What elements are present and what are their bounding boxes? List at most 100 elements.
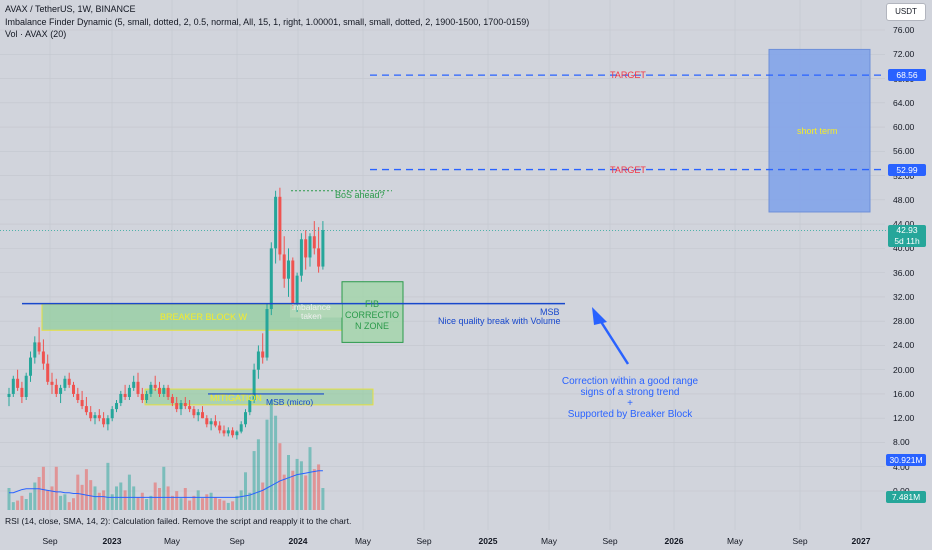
price-tick-label: 72.00 [893,49,915,60]
time-tick-label: Sep [42,536,58,546]
volume-bar [29,492,32,510]
volume-bar [136,497,140,510]
candle-body [274,196,278,249]
volume-bar [269,400,273,510]
volume-bar [72,498,75,510]
fib-line-1: FIB [364,299,379,309]
volume-bar [179,498,183,510]
candle-body [33,342,37,358]
candle-body [153,384,157,388]
time-tick-label: 2024 [288,536,308,546]
candle-body [304,239,308,258]
price-tick-label: 48.00 [893,194,915,205]
fib-line-2: CORRECTIO [345,310,399,320]
candle-body [312,236,316,249]
currency-button[interactable]: USDT [886,3,926,21]
volume-bar [67,502,71,510]
candle-body [265,309,269,358]
candle-body [222,430,226,434]
bos-label: BoS ahead? [335,190,385,200]
volume-bar [226,502,230,510]
correction-line-3: + [627,398,633,409]
volume-bar [265,419,269,510]
volume-bar [145,499,149,510]
volume-bar [89,480,93,510]
volume-bar [317,464,321,510]
candle-body [63,378,67,388]
volume-bar [132,486,136,510]
candle-body [291,260,295,303]
target-label-2: TARGET [610,165,646,175]
candle-body [299,239,303,276]
candle-body [16,378,20,388]
price-tick-label: 20.00 [893,364,915,375]
volume-bar [295,458,299,510]
indicator-legend[interactable]: Imbalance Finder Dynamic (5, small, dott… [5,17,530,27]
volume-bar [213,497,217,510]
msb-label: MSB [540,307,560,317]
candle-body [308,236,312,258]
candle-body [192,409,196,416]
candle-body [170,396,174,404]
volume-bar [37,477,41,510]
mitigation-label: MITIGATION [210,393,262,403]
candle-body [183,403,187,407]
chart-lines [0,74,886,395]
candle-body [20,387,24,397]
volume-legend[interactable]: Vol · AVAX (20) [5,29,67,39]
time-tick-label: May [726,536,744,546]
volume-bar [235,495,239,510]
candles [7,187,325,440]
candle-body [166,387,170,397]
price-tick-label: 32.00 [893,291,915,302]
price-tick-label: 24.00 [893,340,915,351]
volume-bar [24,499,28,510]
candle-body [132,381,136,388]
short-term-label: short term [797,126,838,136]
candle-body [140,393,144,401]
candle-body [127,387,131,397]
time-tick-label: 2023 [102,536,122,546]
candle-body [205,418,209,425]
volume-ma-line [9,470,323,498]
current-price-value: 42.93 [896,225,918,235]
candle-body [84,406,88,413]
short-term-zone [768,48,871,213]
volume-bar [11,502,15,510]
volume-bar [110,494,114,510]
price-tick-label: 4.00 [893,461,910,472]
volume-bar [308,447,312,510]
volume-bar [153,482,157,510]
volume-bar [80,484,84,510]
volume-bar [106,462,110,510]
candle-body [226,430,230,434]
mitigation-zone [144,388,374,406]
volume-bar [119,482,123,510]
candle-body [119,393,123,404]
candle-body [244,412,247,425]
chart-zones [41,48,871,406]
candle-body [67,378,71,385]
volume-bar [256,439,260,510]
volume-bar [304,475,308,510]
volume-bar [162,466,166,510]
volume-bar [299,461,303,510]
symbol-title[interactable]: AVAX / TetherUS, 1W, BINANCE [5,4,136,14]
candle-body [102,418,106,425]
candle-body [24,375,28,397]
arrow-head [592,307,607,325]
candle-body [196,412,200,416]
volume-bar [115,486,118,510]
rsi-status: RSI (14, close, SMA, 14, 2): Calculation… [5,516,352,526]
candle-body [269,248,273,310]
volume-bar [170,495,174,510]
volume-bar [33,482,37,510]
candle-body [295,275,299,303]
volume-bar [192,495,196,510]
volume-bar [209,492,213,510]
price-tick-label: 8.00 [893,437,910,448]
volume-bar [175,491,179,510]
volume-bar [166,486,170,510]
volume-bar [252,451,256,510]
